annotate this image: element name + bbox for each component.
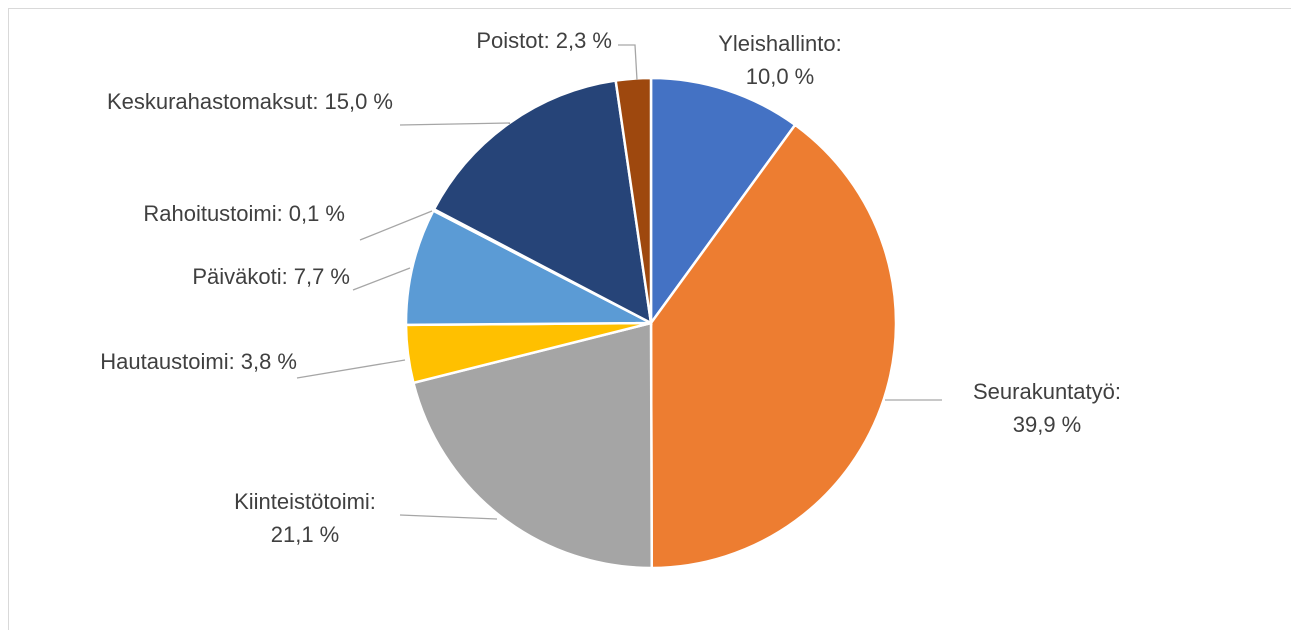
pie-slice (411, 321, 654, 570)
category-label: Yleishallinto: (718, 31, 842, 56)
leader-line (359, 210, 433, 241)
leader-line (352, 267, 411, 291)
pie-slice (614, 76, 653, 324)
leader-line (618, 44, 638, 81)
value-label: 21,1 % (271, 522, 340, 547)
leader-line (399, 514, 498, 520)
chart-frame (8, 8, 1291, 630)
data-label: Seurakuntatyö: 39,9 % (973, 379, 1121, 437)
category-label: Seurakuntatyö: (973, 379, 1121, 404)
pie-slice (649, 76, 797, 327)
category-label: Keskurahastomaksut: (107, 89, 319, 114)
value-label: 10,0 % (746, 64, 815, 89)
category-label: Rahoitustoimi: (143, 201, 282, 226)
data-label: Rahoitustoimi: 0,1 % (143, 201, 345, 226)
pie-slice (404, 208, 652, 327)
value-label: 2,3 % (556, 28, 612, 53)
data-label: Yleishallinto: 10,0 % (718, 31, 842, 89)
value-label: 39,9 % (1013, 412, 1082, 437)
category-label: Kiinteistötoimi: (234, 489, 376, 514)
category-label: Poistot: (476, 28, 549, 53)
data-label: Keskurahastomaksut: 15,0 % (107, 89, 393, 114)
category-label: Päiväkoti: (192, 264, 287, 289)
pie-slice (649, 123, 898, 570)
value-label: 7,7 % (294, 264, 350, 289)
value-label: 0,1 % (289, 201, 345, 226)
leader-line (399, 122, 511, 126)
data-label: Hautaustoimi: 3,8 % (100, 349, 297, 374)
data-label: Poistot: 2,3 % (476, 28, 612, 53)
data-label: Päiväkoti: 7,7 % (192, 264, 350, 289)
leader-line (296, 359, 406, 379)
value-label: 3,8 % (241, 349, 297, 374)
value-label: 15,0 % (325, 89, 394, 114)
data-label: Kiinteistötoimi: 21,1 % (234, 489, 376, 547)
category-label: Hautaustoimi: (100, 349, 235, 374)
